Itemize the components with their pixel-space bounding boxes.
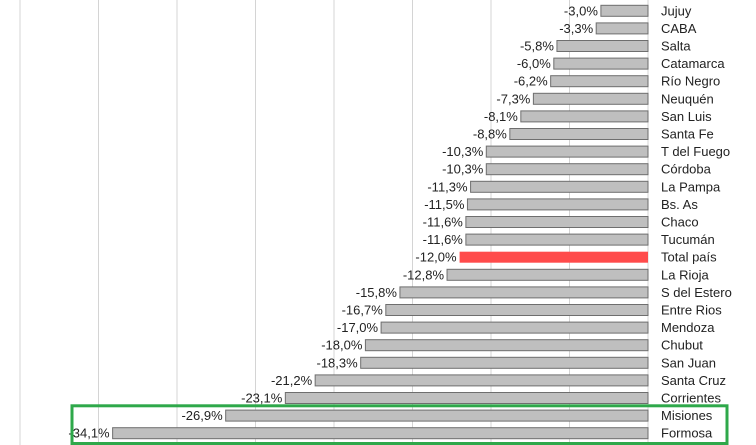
value-label: -26,9% [181, 408, 223, 423]
bar-t-del-fuego [485, 145, 649, 158]
bar-santa-cruz [314, 374, 649, 387]
value-label: -16,7% [342, 303, 384, 318]
value-label: -6,0% [517, 56, 551, 71]
value-label: -8,8% [473, 127, 507, 142]
bar-tucuman [465, 233, 649, 246]
value-label: -5,8% [520, 39, 554, 54]
bar-san-luis [520, 110, 649, 123]
category-label: Catamarca [661, 56, 725, 71]
category-label: Santa Fe [661, 127, 714, 142]
bar-corrientes [284, 392, 649, 404]
value-label: -10,3% [442, 144, 484, 159]
category-label: Entre Rios [661, 303, 722, 318]
category-label: Tucumán [661, 232, 715, 247]
value-label: -11,6% [423, 215, 464, 230]
value-label: -11,5% [424, 197, 465, 212]
category-label: Bs. As [661, 197, 698, 212]
category-label: San Juan [661, 355, 716, 370]
value-label: -11,3% [427, 179, 468, 194]
category-label: Formosa [661, 426, 713, 441]
bar-misiones [225, 409, 649, 422]
bar-cordoba [485, 163, 649, 176]
category-label: La Rioja [661, 267, 709, 282]
bar-neuquen [532, 92, 649, 105]
value-label: -7,3% [496, 91, 530, 106]
highlight-box [70, 404, 729, 445]
category-label: CABA [661, 21, 697, 36]
bar-la-pampa [470, 180, 649, 193]
value-label: -3,0% [564, 3, 598, 18]
bar-la-rioja [446, 268, 649, 281]
bar-caba [595, 22, 649, 35]
bars-group [112, 4, 649, 440]
value-label: -21,2% [271, 373, 313, 388]
value-label: -23,1% [241, 391, 283, 406]
value-label: -11,6% [423, 232, 464, 247]
value-label: -8,1% [484, 109, 518, 124]
category-label: Santa Cruz [661, 373, 726, 388]
bar-santa-fe [509, 128, 649, 140]
bar-s-del-estero [399, 286, 649, 299]
value-label: -10,3% [442, 162, 484, 177]
category-label: Córdoba [661, 162, 712, 177]
value-label: -15,8% [356, 285, 398, 300]
category-label: Neuquén [661, 91, 714, 106]
category-label: Mendoza [661, 320, 715, 335]
category-label: Salta [661, 39, 691, 54]
category-label: La Pampa [661, 179, 721, 194]
category-label: Chubut [661, 338, 703, 353]
bar-salta [556, 40, 649, 52]
value-label: -3,3% [559, 21, 593, 36]
category-label: T del Fuego [661, 144, 730, 159]
value-label: -34,1% [68, 426, 110, 441]
value-label: -12,0% [415, 250, 457, 265]
bar-jujuy [600, 4, 649, 17]
bar-chubut [364, 339, 649, 352]
bar-entre-rios [385, 304, 649, 316]
category-label: Corrientes [661, 391, 721, 406]
value-labels-group: -3,0% -3,3% -5,8% -6,0% -6,2% -7,3% -8,1% -8,8%… [68, 3, 598, 440]
value-label: -6,2% [514, 74, 548, 89]
bar-mendoza [380, 321, 649, 334]
bar-total-pais [459, 251, 648, 263]
category-label: Total país [661, 250, 717, 265]
bar-formosa [112, 427, 649, 440]
category-labels-group: Jujuy CABA Salta Catamarca Río Negro Neuquén S… [661, 3, 732, 440]
category-label: Misiones [661, 408, 713, 423]
bar-bs-as [466, 198, 649, 211]
bar-catamarca [553, 57, 649, 70]
bar-san-juan [360, 356, 649, 369]
value-label: -17,0% [337, 320, 379, 335]
category-label: Chaco [661, 215, 699, 230]
bar-chaco [465, 216, 649, 228]
category-label: S del Estero [661, 285, 732, 300]
category-label: Río Negro [661, 74, 720, 89]
value-label: -12,8% [403, 267, 445, 282]
category-label: Jujuy [661, 3, 692, 18]
category-label: San Luis [661, 109, 712, 124]
value-label: -18,3% [316, 355, 358, 370]
bar-rio-negro [550, 75, 649, 88]
value-label: -18,0% [321, 338, 363, 353]
